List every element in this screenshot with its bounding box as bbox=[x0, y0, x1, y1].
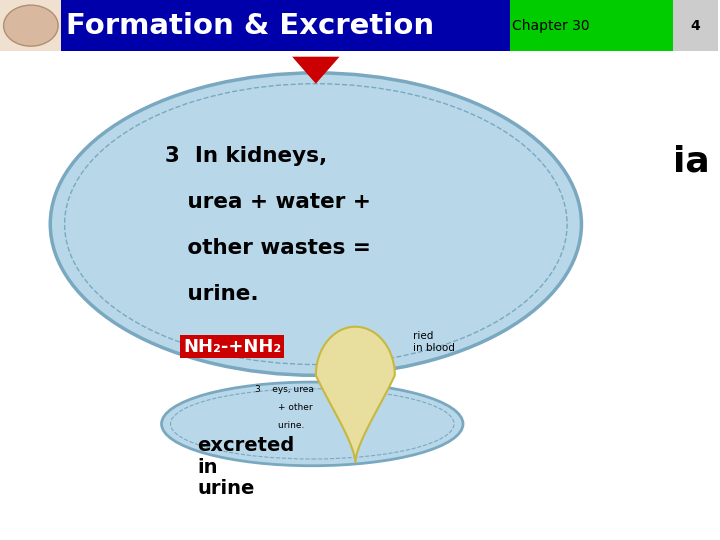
Ellipse shape bbox=[161, 382, 463, 465]
Text: in: in bbox=[197, 457, 218, 477]
Polygon shape bbox=[292, 57, 340, 84]
Text: 3    eys, urea: 3 eys, urea bbox=[255, 386, 314, 394]
FancyBboxPatch shape bbox=[61, 0, 510, 51]
FancyBboxPatch shape bbox=[673, 0, 718, 51]
Text: other wastes =: other wastes = bbox=[165, 238, 371, 258]
Text: Formation & Excretion: Formation & Excretion bbox=[66, 12, 434, 39]
Text: urine.: urine. bbox=[165, 284, 258, 303]
Text: urine.: urine. bbox=[255, 421, 305, 430]
Text: ried
in blood: ried in blood bbox=[413, 330, 454, 353]
Polygon shape bbox=[316, 327, 395, 462]
Text: NH₂-+NH₂: NH₂-+NH₂ bbox=[183, 338, 282, 356]
Text: ia: ia bbox=[673, 145, 710, 179]
Ellipse shape bbox=[50, 73, 582, 375]
Text: + other: + other bbox=[255, 403, 312, 412]
Circle shape bbox=[4, 5, 58, 46]
Text: 3  In kidneys,: 3 In kidneys, bbox=[165, 146, 328, 166]
Text: Chapter 30: Chapter 30 bbox=[512, 19, 590, 32]
FancyBboxPatch shape bbox=[0, 0, 61, 51]
Text: 4: 4 bbox=[690, 19, 701, 32]
Text: urine: urine bbox=[197, 479, 255, 498]
FancyBboxPatch shape bbox=[510, 0, 673, 51]
Text: excreted: excreted bbox=[197, 436, 294, 455]
Text: urea + water +: urea + water + bbox=[165, 192, 371, 212]
